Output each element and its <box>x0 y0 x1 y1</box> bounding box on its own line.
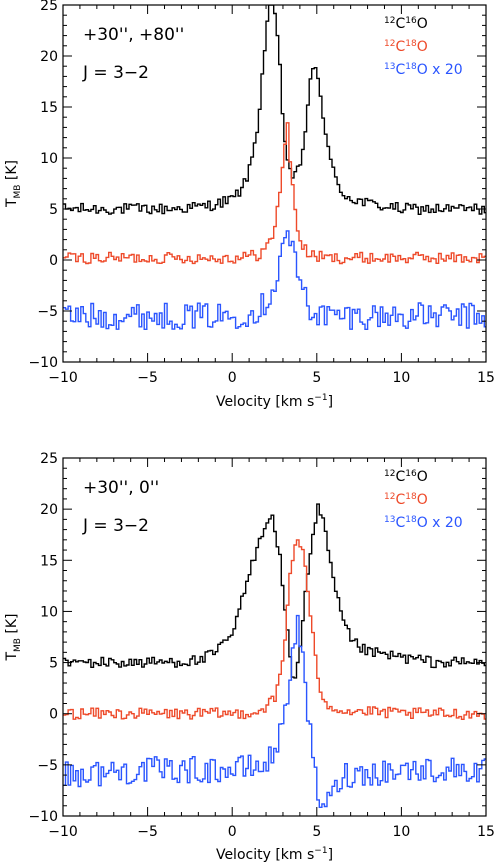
y-axis-title-end: [K] <box>4 613 20 638</box>
legend-sup-1: 13 <box>384 62 395 72</box>
legend-element-2: O <box>417 16 428 32</box>
series-line-3 <box>63 614 486 808</box>
series-line-2 <box>63 539 486 720</box>
legend-sup-2: 18 <box>405 39 417 49</box>
plot-frame <box>62 457 487 817</box>
y-axis-title: TMB [K] <box>4 160 23 208</box>
legend-entry: 13C18O x 20 <box>384 62 463 78</box>
panel-2: −10 −5 0 5 10 15 −10 −5 0 5 10 15 20 25 Velocity [km s… <box>4 451 495 863</box>
legend-sup-2: 18 <box>405 492 417 502</box>
x-tick-label: 10 <box>392 824 410 840</box>
legend-element-1: C <box>395 492 405 508</box>
legend-entry: 12C16O <box>384 469 428 485</box>
legend-sup-2: 16 <box>405 16 417 26</box>
y-tick-label: −10 <box>28 355 58 371</box>
legend-sup-1: 12 <box>384 469 395 479</box>
x-tick-label: −5 <box>137 824 158 840</box>
legend-element-2: O x 20 <box>417 515 463 531</box>
series-line-1 <box>63 503 486 679</box>
x-axis-title-end: ] <box>328 847 333 863</box>
legend-element-1: C <box>395 62 405 78</box>
panel-annotation: J = 3−2 <box>82 63 149 83</box>
x-tick-label: 5 <box>312 370 321 386</box>
x-tick-label: −10 <box>48 824 78 840</box>
x-axis-title-sup: −1 <box>314 393 327 403</box>
x-axis-title: Velocity [km s−1] <box>216 393 333 410</box>
series-group <box>63 5 486 330</box>
y-axis-title-main: T <box>4 198 20 208</box>
legend-entry: 12C18O <box>384 39 428 55</box>
y-tick-label: 15 <box>40 553 58 569</box>
legend-sup-2: 18 <box>405 62 417 72</box>
x-tick-label: 0 <box>228 370 237 386</box>
y-tick-label: 5 <box>49 656 58 672</box>
y-tick-label: −10 <box>28 809 58 825</box>
panel-annotation: +30'', 0'' <box>83 478 159 498</box>
legend-element-2: O <box>417 469 428 485</box>
panel-1: −10 −5 0 5 10 15 −10 −5 0 5 10 15 20 25 Velocity [km s… <box>4 0 495 410</box>
y-tick-label: 20 <box>40 502 58 518</box>
legend-entry: 12C16O <box>384 16 428 32</box>
series-line-2 <box>63 122 486 265</box>
x-axis-title-end: ] <box>328 394 333 410</box>
x-tick-label: −10 <box>48 370 78 386</box>
plot-frame <box>62 4 487 363</box>
legend-element-2: O <box>417 39 428 55</box>
y-tick-label: 5 <box>49 202 58 218</box>
y-axis-title-main: T <box>4 652 20 662</box>
legend-sup-1: 12 <box>384 39 395 49</box>
x-tick-label: 5 <box>312 824 321 840</box>
legend-entry: 12C18O <box>384 492 428 508</box>
legend-element-1: C <box>395 469 405 485</box>
x-tick-label: 15 <box>477 824 495 840</box>
y-axis-title: TMB [K] <box>4 613 23 661</box>
legend-element-1: C <box>395 515 405 531</box>
y-axis-title-sub: MB <box>13 638 23 652</box>
y-axis-title-sub: MB <box>13 185 23 199</box>
x-axis-title-main: Velocity [km s <box>216 847 314 863</box>
y-tick-label: 25 <box>40 0 58 14</box>
y-tick-label: −5 <box>37 304 58 320</box>
x-tick-label: −5 <box>137 370 158 386</box>
y-tick-label: −5 <box>37 758 58 774</box>
x-axis-title-main: Velocity [km s <box>216 394 314 410</box>
panel-annotation: J = 3−2 <box>82 516 149 536</box>
y-tick-label: 0 <box>49 253 58 269</box>
panel-annotation: +30'', +80'' <box>83 25 184 45</box>
legend-sup-1: 13 <box>384 515 395 525</box>
legend-entry: 13C18O x 20 <box>384 515 463 531</box>
legend-element-1: C <box>395 16 405 32</box>
y-tick-label: 20 <box>40 49 58 65</box>
series-line-1 <box>63 5 486 215</box>
legend-sup-1: 12 <box>384 492 395 502</box>
y-tick-label: 10 <box>40 604 58 620</box>
y-tick-label: 15 <box>40 100 58 116</box>
legend-sup-2: 16 <box>405 469 417 479</box>
legend-element-1: C <box>395 39 405 55</box>
y-tick-label: 0 <box>49 707 58 723</box>
x-tick-label: 0 <box>228 824 237 840</box>
x-tick-label: 10 <box>392 370 410 386</box>
legend-sup-1: 12 <box>384 16 395 26</box>
x-tick-label: 15 <box>477 370 495 386</box>
y-tick-label: 10 <box>40 151 58 167</box>
y-axis-title-end: [K] <box>4 160 20 185</box>
series-group <box>63 503 486 808</box>
x-axis-title-sup: −1 <box>314 846 327 856</box>
y-tick-label: 25 <box>40 451 58 467</box>
legend-sup-2: 18 <box>405 515 417 525</box>
legend-element-2: O <box>417 492 428 508</box>
legend-element-2: O x 20 <box>417 62 463 78</box>
series-line-3 <box>63 230 486 330</box>
x-axis-title: Velocity [km s−1] <box>216 846 333 863</box>
